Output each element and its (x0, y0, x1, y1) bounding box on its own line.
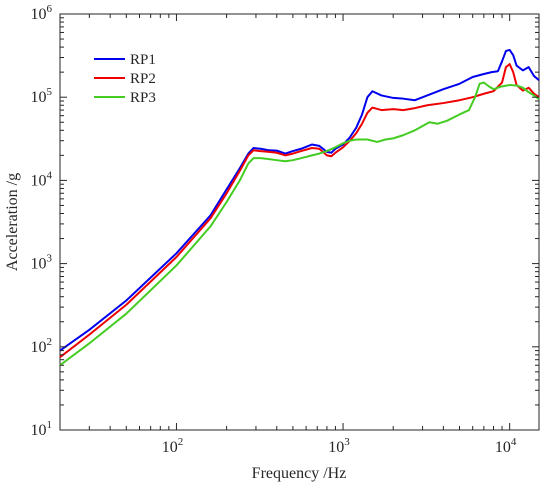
legend-label-rp3: RP3 (130, 90, 156, 106)
y-tick-label: 101 (31, 419, 53, 439)
y-tick-label: 105 (31, 86, 53, 106)
y-tick-label: 106 (31, 3, 53, 23)
series-line-rp2 (59, 63, 540, 358)
x-tick-label: 103 (328, 436, 350, 456)
y-axis-label: Acceleration /g (4, 173, 21, 271)
series-line-rp1 (59, 48, 540, 352)
tick-layer: 102 103 104 101 102 103 104 105 106 (31, 3, 539, 456)
x-tick-label: 104 (495, 436, 517, 456)
x-tick-label: 102 (162, 436, 184, 456)
y-tick-label: 102 (31, 336, 53, 356)
x-axis-label: Frequency /Hz (252, 465, 347, 482)
y-tick-label: 103 (31, 253, 53, 273)
series-layer (59, 48, 540, 367)
y-tick-label: 104 (31, 169, 53, 189)
legend-label-rp1: RP1 (130, 52, 156, 68)
legend: RP1 RP2 RP3 (94, 52, 156, 106)
legend-label-rp2: RP2 (130, 71, 156, 87)
series-line-rp3 (59, 81, 540, 367)
